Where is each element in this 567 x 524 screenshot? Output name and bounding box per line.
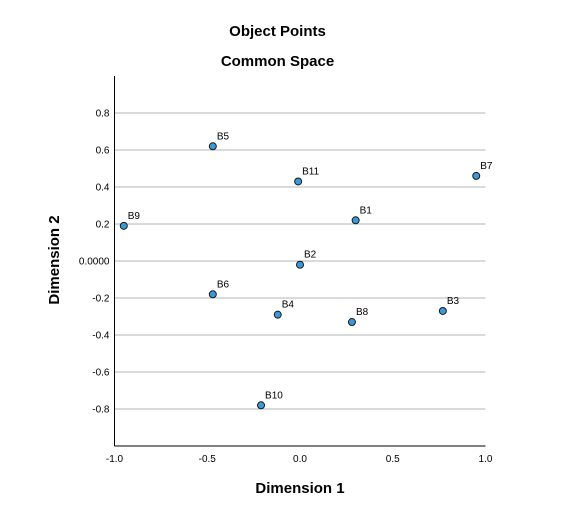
point-label: B6 (217, 279, 230, 290)
y-tick-label: 0.6 (96, 146, 110, 157)
chart-subtitle: Common Space (220, 53, 335, 70)
data-point (273, 310, 282, 319)
point-label: B5 (217, 131, 230, 142)
data-point (257, 401, 266, 410)
y-axis-label: Dimension 2 (46, 215, 63, 304)
x-tick-label: 1.0 (479, 454, 493, 465)
point-label: B4 (282, 300, 295, 311)
data-point (294, 177, 303, 186)
data-point (208, 290, 217, 299)
data-point (208, 142, 217, 151)
y-tick-label: -0.4 (92, 331, 110, 342)
data-point (296, 260, 304, 269)
data-point (119, 221, 128, 230)
x-tick-label: 0.5 (386, 454, 400, 465)
x-tick-label: -1.0 (106, 454, 124, 465)
point-label: B2 (304, 250, 317, 261)
axes (114, 76, 486, 447)
data-points: B1 B2 B3 B4 B5 B6 B7 B8 B9 B10 B11 (119, 131, 493, 410)
x-axis-label: Dimension 1 (255, 480, 344, 497)
data-point (438, 306, 447, 315)
chart-title: Object Points (229, 23, 326, 40)
y-tick-label: -0.8 (92, 405, 110, 416)
x-tick-label: 0.0 (293, 454, 307, 465)
point-label: B1 (360, 205, 373, 216)
data-point (472, 171, 481, 180)
gridlines (114, 112, 486, 410)
y-tick-label: 0.2 (96, 220, 110, 231)
y-tick-label: -0.2 (92, 294, 110, 305)
data-point (347, 318, 356, 327)
point-label: B8 (356, 307, 369, 318)
y-tick-labels: 0.8 0.6 0.4 0.2 0.0000 -0.2 -0.4 -0.6 -0.8 (79, 109, 110, 416)
data-point (351, 216, 360, 225)
point-label: B10 (265, 390, 283, 401)
y-tick-label: -0.6 (92, 368, 110, 379)
point-label: B9 (128, 211, 141, 222)
y-tick-label: 0.0000 (79, 257, 110, 268)
x-tick-label: -0.5 (199, 454, 217, 465)
y-tick-label: 0.8 (96, 109, 110, 120)
y-tick-label: 0.4 (96, 183, 110, 194)
point-label: B3 (447, 296, 460, 307)
x-tick-labels: -1.0 -0.5 0.0 0.5 1.0 (106, 454, 493, 465)
point-label: B11 (302, 166, 319, 177)
point-label: B7 (480, 161, 493, 172)
